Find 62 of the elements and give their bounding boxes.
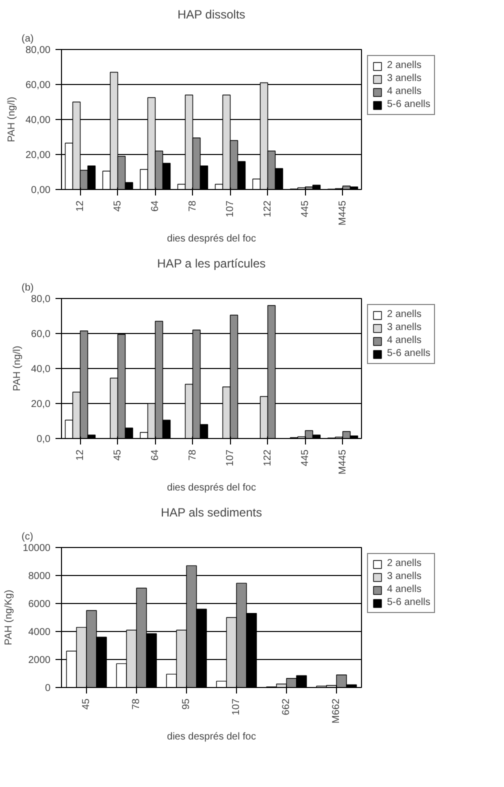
x-tick-label: 662 — [281, 698, 292, 716]
legend-label: 3 anells — [387, 322, 422, 333]
x-tick-label: 12 — [74, 200, 86, 212]
y-tick-label: 4000 — [28, 627, 51, 638]
y-tick-label: 2000 — [28, 655, 51, 666]
x-tick-label: 445 — [300, 449, 311, 466]
x-tick-label: 107 — [224, 449, 236, 466]
x-tick-label: M662 — [331, 698, 342, 724]
chart-title: HAP dissolts — [177, 8, 246, 22]
y-tick-label: 40,0 — [31, 364, 51, 375]
chart-title: HAP als sediments — [160, 506, 262, 520]
legend-label: 4 anells — [387, 86, 422, 97]
legend-label: 5-6 anells — [387, 99, 430, 110]
y-axis-title: PAH (ng/l) — [6, 96, 18, 142]
y-tick-label: 60,00 — [25, 80, 51, 91]
x-tick-label: M445 — [337, 449, 348, 475]
x-tick-label: 45 — [81, 698, 92, 710]
y-tick-label: 80,00 — [25, 45, 51, 56]
legend-label: 2 anells — [387, 558, 422, 569]
legend-label: 3 anells — [387, 73, 422, 84]
x-tick-label: 107 — [231, 698, 242, 716]
y-tick-label: 0 — [44, 683, 51, 694]
x-tick-label: 78 — [187, 449, 198, 461]
legend-label: 3 anells — [387, 571, 422, 582]
x-tick-label: 45 — [112, 200, 124, 212]
y-tick-label: 20,00 — [25, 150, 51, 161]
x-tick-label: 45 — [112, 449, 124, 461]
text: (a) — [22, 34, 34, 44]
y-tick-label: 60,0 — [31, 329, 51, 340]
legend-label: 2 anells — [387, 60, 422, 71]
y-tick-label: 40,00 — [25, 115, 51, 126]
y-tick-label: 20,0 — [31, 399, 51, 410]
legend-label: 4 anells — [387, 584, 422, 595]
y-axis-title: PAH (ng/Kg) — [4, 590, 15, 646]
legend-label: 5-6 anells — [387, 348, 430, 359]
x-axis-title: dies després del foc — [167, 234, 256, 245]
y-tick-label: 0,00 — [31, 185, 51, 196]
x-axis-title: dies després del foc — [167, 732, 256, 743]
x-tick-label: 445 — [300, 200, 311, 218]
x-tick-label: 122 — [262, 449, 274, 466]
text: (c) — [22, 532, 34, 542]
text: (b) — [22, 282, 34, 294]
legend-label: 2 anells — [387, 309, 422, 320]
x-tick-label: 64 — [150, 449, 161, 461]
x-tick-label: 95 — [181, 698, 192, 710]
legend-label: 5-6 anells — [387, 597, 430, 608]
x-tick-label: 78 — [187, 200, 198, 212]
x-tick-label: 107 — [224, 200, 236, 218]
y-axis-title: PAH (ng/l) — [12, 346, 24, 392]
y-tick-label: 0,0 — [36, 434, 51, 445]
x-tick-label: 12 — [74, 449, 86, 461]
x-tick-label: M445 — [337, 200, 348, 226]
x-tick-label: 64 — [150, 200, 161, 212]
legend-label: 4 anells — [387, 335, 422, 346]
y-tick-label: 10000 — [22, 543, 51, 554]
y-tick-label: 80,0 — [31, 294, 51, 305]
y-tick-label: 6000 — [28, 599, 51, 610]
y-tick-label: 8000 — [28, 571, 51, 582]
x-tick-label: 78 — [131, 698, 142, 710]
x-axis-title: dies després del foc — [167, 482, 256, 494]
x-tick-label: 122 — [262, 200, 274, 218]
chart-title: HAP a les partícules — [157, 256, 266, 270]
